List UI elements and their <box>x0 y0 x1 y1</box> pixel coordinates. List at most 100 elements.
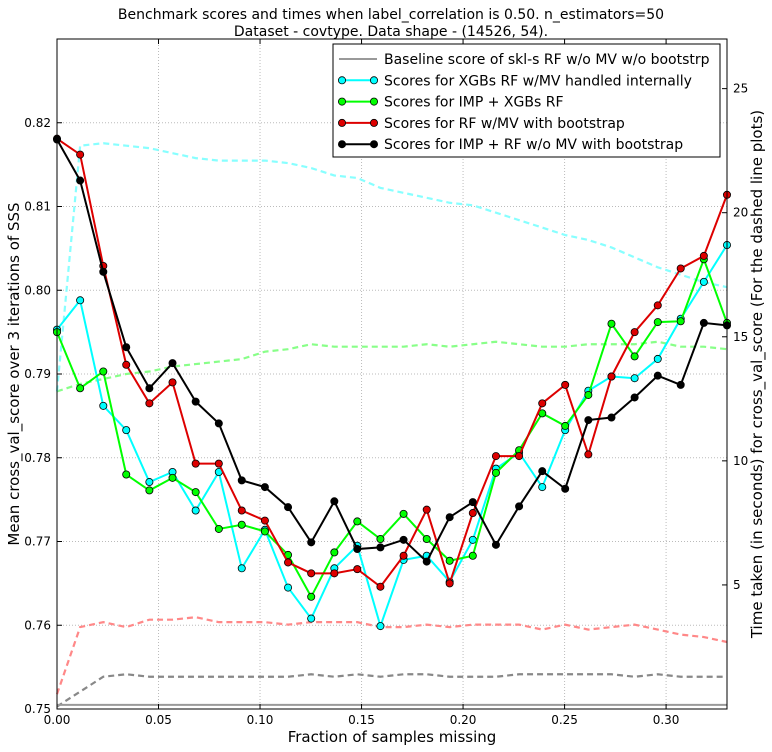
data-point <box>284 583 293 592</box>
data-point <box>260 527 269 536</box>
data-point <box>607 413 616 422</box>
data-point <box>168 359 177 368</box>
legend-swatch-marker <box>337 76 346 85</box>
x-axis-ticks: 0.00 0.05 0.10 0.15 0.20 0.25 0.30 <box>44 39 680 727</box>
legend-label: Scores for XGBs RF w/MV handled internal… <box>384 73 692 89</box>
data-point <box>445 579 454 588</box>
legend-swatch-marker <box>337 97 346 106</box>
legend-swatch-marker <box>369 97 378 106</box>
data-point <box>584 450 593 459</box>
data-point <box>76 150 85 159</box>
data-point <box>191 397 200 406</box>
series-4 <box>53 135 732 566</box>
data-point <box>491 452 500 461</box>
data-point <box>491 540 500 549</box>
data-point <box>653 354 662 363</box>
data-point <box>122 470 131 479</box>
data-point <box>145 384 154 393</box>
data-point <box>214 419 223 428</box>
data-point <box>468 551 477 560</box>
data-point <box>76 176 85 185</box>
data-point <box>122 360 131 369</box>
data-point <box>676 380 685 389</box>
data-point <box>445 513 454 522</box>
time-series-line <box>55 616 728 695</box>
data-point <box>376 582 385 591</box>
y2-tick-label: 10 <box>733 454 748 468</box>
data-point <box>353 517 362 526</box>
score-lines <box>53 134 732 706</box>
series-line <box>56 139 728 564</box>
time-lines <box>55 142 728 708</box>
data-point <box>330 569 339 578</box>
data-point <box>584 416 593 425</box>
legend: Baseline score of skl-s RF w/o MV w/o bo… <box>332 43 721 158</box>
data-point <box>538 399 547 408</box>
data-point <box>76 296 85 305</box>
y-axis-label: Mean cross_val_score over 3 iterations o… <box>5 202 24 545</box>
data-point <box>468 498 477 507</box>
data-point <box>307 538 316 547</box>
data-point <box>307 592 316 601</box>
legend-swatch-marker <box>337 118 346 127</box>
data-point <box>237 564 246 573</box>
data-point <box>214 524 223 533</box>
data-point <box>353 565 362 574</box>
data-point <box>422 505 431 514</box>
data-point <box>538 483 547 492</box>
x-axis-label: Fraction of samples missing <box>288 728 497 746</box>
data-point <box>515 452 524 461</box>
data-point <box>399 551 408 560</box>
legend-label: Scores for IMP + RF w/o MV with bootstra… <box>384 137 683 153</box>
data-point <box>630 393 639 402</box>
data-point <box>330 548 339 557</box>
data-point <box>561 380 570 389</box>
legend-item: Baseline score of skl-s RF w/o MV w/o bo… <box>339 52 710 68</box>
x-tick-label: 0.15 <box>348 713 375 727</box>
data-point <box>122 343 131 352</box>
data-point <box>237 520 246 529</box>
data-point <box>191 506 200 515</box>
data-point <box>353 545 362 554</box>
data-point <box>307 614 316 623</box>
legend-swatch-marker <box>369 140 378 149</box>
series-2 <box>53 255 732 601</box>
chart-title: Benchmark scores and times when label_co… <box>118 7 664 23</box>
y-tick-label: 0.79 <box>24 367 51 381</box>
data-point <box>561 484 570 493</box>
data-point <box>76 384 85 393</box>
legend-item: Scores for IMP + XGBs RF <box>337 95 564 111</box>
data-point <box>284 503 293 512</box>
x-tick-label: 0.30 <box>653 713 680 727</box>
legend-label: Scores for RF w/MV with bootstrap <box>384 116 625 132</box>
y-tick-label: 0.81 <box>24 200 51 214</box>
data-point <box>653 318 662 327</box>
y-tick-label: 0.77 <box>24 535 51 549</box>
time-series-line <box>56 673 727 708</box>
data-point <box>676 317 685 326</box>
x-tick-label: 0.20 <box>450 713 477 727</box>
data-point <box>653 371 662 380</box>
data-point <box>260 516 269 525</box>
legend-swatch-marker <box>369 118 378 127</box>
y-tick-label: 0.78 <box>24 451 51 465</box>
data-point <box>630 352 639 361</box>
y-tick-label: 0.80 <box>24 283 51 297</box>
time-series-line <box>55 142 728 392</box>
legend-swatch-marker <box>337 140 346 149</box>
data-point <box>376 543 385 552</box>
legend-item: Scores for XGBs RF w/MV handled internal… <box>337 73 692 89</box>
legend-swatch-marker <box>369 76 378 85</box>
data-point <box>468 509 477 518</box>
legend-box <box>332 43 721 158</box>
y2-tick-label: 15 <box>733 330 748 344</box>
data-point <box>168 473 177 482</box>
y-axis-ticks: 0.75 0.76 0.77 0.78 0.79 0.80 0.81 0.82 <box>24 116 62 716</box>
data-point <box>145 399 154 408</box>
legend-label: Scores for IMP + XGBs RF <box>384 95 564 111</box>
x-tick-label: 0.00 <box>44 713 71 727</box>
y-tick-label: 0.75 <box>24 702 51 716</box>
x-tick-label: 0.25 <box>551 713 578 727</box>
series-line <box>56 137 728 589</box>
